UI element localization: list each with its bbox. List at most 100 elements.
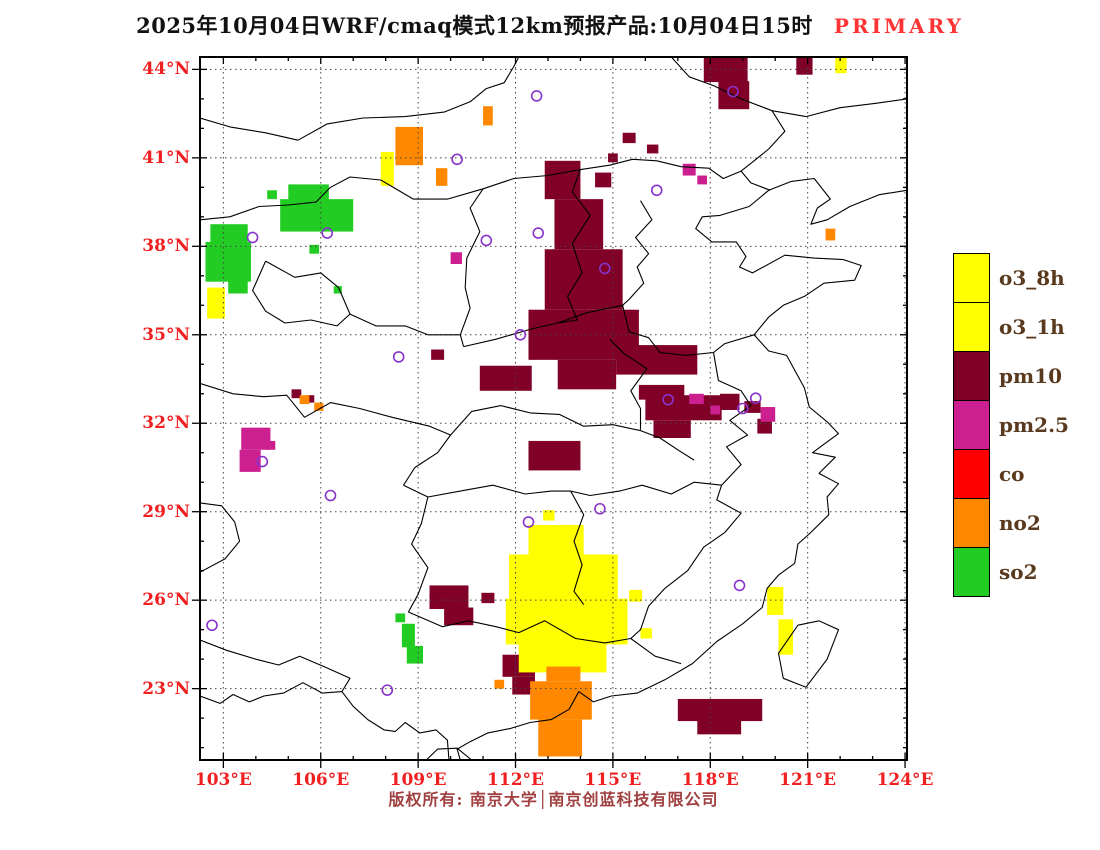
- pollutant-patch-pm2.5: [689, 393, 704, 405]
- lat-label-38: 38°N: [142, 236, 190, 257]
- pollutant-patch-pm10: [757, 418, 772, 434]
- boundary-line: [622, 200, 653, 306]
- legend-item-no2: no2: [953, 498, 1069, 548]
- legend-label: pm2.5: [999, 413, 1069, 437]
- pollutant-patch-o3_8h: [543, 510, 555, 521]
- boundary-line: [570, 490, 585, 605]
- pollutant-patch-so2: [395, 613, 406, 623]
- pollutant-patch-o3_8h: [509, 554, 618, 601]
- title-text: 2025年10月04日WRF/cmaq模式12km预报产品:10月04日15时: [136, 13, 813, 38]
- station-marker: [321, 227, 334, 239]
- legend-label: o3_8h: [999, 266, 1065, 290]
- pollutant-patch-o3_8h: [778, 619, 794, 655]
- pollutant-patch-pm10: [431, 349, 445, 360]
- legend-item-o3_8h: o3_8h: [953, 253, 1069, 303]
- pollutant-patch-o3_8h: [629, 589, 643, 602]
- pollutant-patch-o3_8h: [207, 287, 225, 319]
- title-primary-tag: PRIMARY: [833, 14, 964, 38]
- boundary-line: [609, 338, 648, 430]
- pollutant-patch-pm10: [796, 57, 813, 75]
- lon-label-109: 109°E: [389, 770, 447, 790]
- pollutant-patch-o3_8h: [835, 57, 847, 74]
- pollutant-patch-no2: [483, 106, 493, 126]
- station-marker: [514, 328, 527, 341]
- pollutant-patch-pm10: [557, 359, 617, 390]
- legend-item-o3_1h: o3_1h: [953, 302, 1069, 352]
- lon-label-115: 115°E: [584, 770, 642, 790]
- station-marker: [650, 184, 663, 197]
- boundary-line: [200, 57, 520, 141]
- pollutant-patch-pm10: [720, 393, 740, 410]
- station-marker: [733, 579, 746, 592]
- lat-label-26: 26°N: [142, 590, 190, 611]
- legend-swatch-so2: [953, 547, 990, 597]
- pollutant-patch-so2: [228, 277, 248, 294]
- station-marker: [736, 402, 749, 415]
- lat-label-41: 41°N: [142, 147, 190, 168]
- station-marker: [381, 684, 394, 696]
- legend-label: no2: [999, 511, 1041, 535]
- boundary-line: [200, 382, 452, 486]
- boundary-line: [557, 169, 591, 324]
- pollutant-patch-pm2.5: [710, 405, 721, 415]
- boundary-line: [349, 313, 461, 336]
- pollutant-patch-so2: [280, 199, 354, 232]
- station-marker: [532, 227, 545, 239]
- pollutant-patch-pm10: [646, 144, 659, 154]
- legend-item-so2: so2: [953, 547, 1069, 597]
- station-marker: [480, 234, 493, 247]
- legend-label: pm10: [999, 364, 1062, 388]
- pollutant-patch-no2: [494, 679, 505, 689]
- copyright-text: 版权所有: 南京大学│南京创蓝科技有限公司: [388, 790, 719, 809]
- boundary-line: [740, 110, 786, 191]
- station-marker: [451, 153, 463, 166]
- pollutant-patch-no2: [435, 168, 448, 186]
- pollutant-patch-o3_8h: [505, 598, 628, 645]
- legend-swatch-o3_8h: [953, 253, 990, 303]
- pollutant-patch-o3_8h: [380, 151, 394, 186]
- pollutant-patch-o3_8h: [767, 586, 784, 615]
- legend-swatch-pm2.5: [953, 400, 990, 450]
- pollutant-patch-pm2.5: [241, 427, 271, 450]
- pollutant-patch-so2: [333, 286, 342, 294]
- pollutant-patch-pm10: [528, 440, 581, 471]
- legend-label: o3_1h: [999, 315, 1065, 339]
- pollutant-patch-pm10: [544, 160, 581, 200]
- boundary-line: [450, 405, 695, 461]
- pollutant-patch-pm10: [544, 249, 623, 310]
- station-marker: [530, 90, 543, 102]
- legend-label: co: [999, 462, 1025, 486]
- station-marker: [206, 619, 218, 632]
- boundary-line: [456, 177, 907, 760]
- legend-swatch-no2: [953, 498, 990, 548]
- page-title: 2025年10月04日WRF/cmaq模式12km预报产品:10月04日15时 …: [0, 10, 1100, 40]
- island-outline: [777, 620, 840, 688]
- pollutant-patch-pm10: [429, 585, 469, 610]
- station-marker: [749, 392, 762, 404]
- pollutant-patch-no2: [395, 126, 424, 166]
- map-frame-border: [199, 56, 908, 761]
- pollutant-legend: o3_8h o3_1h pm10 pm2.5 co no2 so2: [953, 253, 1069, 597]
- lon-label-103: 103°E: [194, 770, 252, 790]
- pollutant-patch-pm10: [481, 592, 495, 604]
- pollutant-patch-so2: [288, 184, 329, 201]
- legend-item-pm10: pm10: [953, 351, 1069, 401]
- pollutant-patch-no2: [530, 681, 592, 720]
- pollutant-patch-so2: [210, 224, 248, 244]
- boundary-line: [200, 502, 241, 573]
- pollutant-patch-pm10: [479, 365, 532, 391]
- pollutant-patch-no2: [825, 228, 836, 241]
- pollutant-patch-no2: [314, 402, 324, 411]
- lon-label-106: 106°E: [292, 770, 350, 790]
- station-marker: [594, 502, 606, 515]
- pollutant-patch-pm10: [697, 719, 742, 735]
- pollutant-patch-so2: [406, 645, 424, 664]
- pollutant-patch-pm10: [595, 172, 612, 188]
- pollutant-patch-so2: [267, 190, 277, 200]
- boundary-line: [425, 747, 473, 760]
- station-marker: [522, 516, 535, 528]
- station-marker: [392, 351, 405, 363]
- lat-label-29: 29°N: [142, 501, 190, 522]
- boundary-line: [200, 639, 351, 692]
